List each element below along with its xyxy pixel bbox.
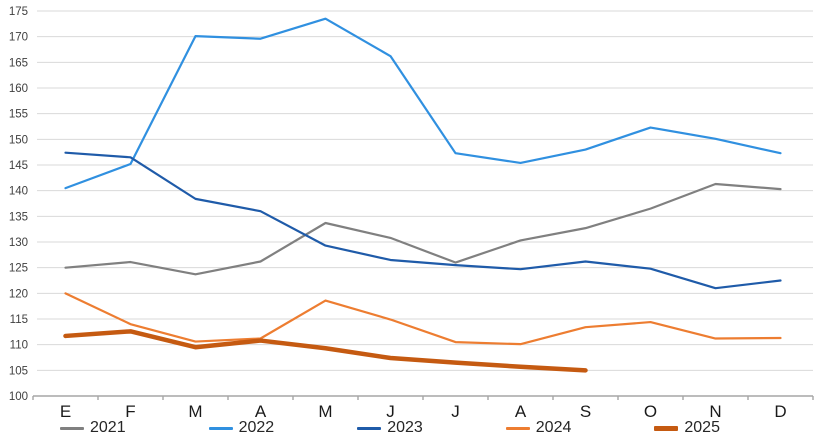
legend-item-2022: 2022: [208, 419, 275, 436]
x-tick-label: A: [255, 402, 267, 421]
y-tick-label: 135: [9, 211, 28, 223]
y-tick-label: 170: [9, 32, 28, 44]
x-tick-label: M: [188, 402, 202, 421]
series-line-2022: [64, 17, 782, 190]
y-tick-label: 120: [9, 288, 28, 300]
legend-swatch-2023: [357, 426, 382, 430]
series-line-2023: [64, 151, 782, 290]
series-line-2024: [64, 292, 782, 346]
legend-label-2022: 2022: [238, 419, 275, 436]
x-tick-label: S: [580, 402, 591, 421]
x-tick-label: N: [709, 402, 721, 421]
legend: 2021 2022 2023 2024 2025: [60, 420, 720, 436]
legend-item-2023: 2023: [357, 420, 423, 436]
legend-label-2023: 2023: [387, 419, 423, 436]
y-tick-label: 130: [9, 237, 28, 249]
y-tick-label: 175: [9, 6, 28, 18]
legend-item-2021: 2021: [60, 420, 126, 436]
y-tick-label: 160: [9, 83, 28, 95]
y-tick-label: 115: [10, 314, 28, 326]
x-tick-label: O: [644, 402, 657, 421]
legend-swatch-2024: [505, 426, 530, 430]
series-line-2025: [63, 329, 588, 373]
y-tick-label: 150: [9, 134, 28, 146]
series-line-2021: [64, 182, 782, 276]
legend-swatch-2021: [60, 426, 84, 430]
x-tick-label: J: [451, 402, 460, 421]
y-tick-label: 100: [9, 391, 28, 403]
legend-label-2021: 2021: [90, 419, 126, 436]
y-tick-label: 110: [10, 340, 28, 352]
y-tick-label: 125: [9, 263, 28, 275]
x-tick-label: A: [515, 402, 527, 421]
y-tick-label: 165: [9, 57, 28, 69]
x-tick-label: M: [318, 402, 332, 421]
legend-label-2025: 2025: [684, 419, 720, 436]
legend-item-2025: 2025: [654, 420, 720, 436]
y-tick-label: 155: [9, 109, 28, 121]
x-tick-label: D: [774, 402, 786, 421]
x-tick-label: F: [125, 402, 135, 421]
y-tick-label: 105: [9, 365, 28, 377]
legend-swatch-2022: [208, 426, 233, 430]
legend-swatch-2025: [654, 425, 679, 431]
x-tick-label: E: [60, 402, 71, 421]
y-tick-label: 145: [9, 160, 28, 172]
legend-item-2024: 2024: [505, 419, 572, 436]
x-tick-label: J: [386, 402, 395, 421]
y-tick-label: 140: [9, 186, 28, 198]
legend-label-2024: 2024: [535, 419, 572, 436]
